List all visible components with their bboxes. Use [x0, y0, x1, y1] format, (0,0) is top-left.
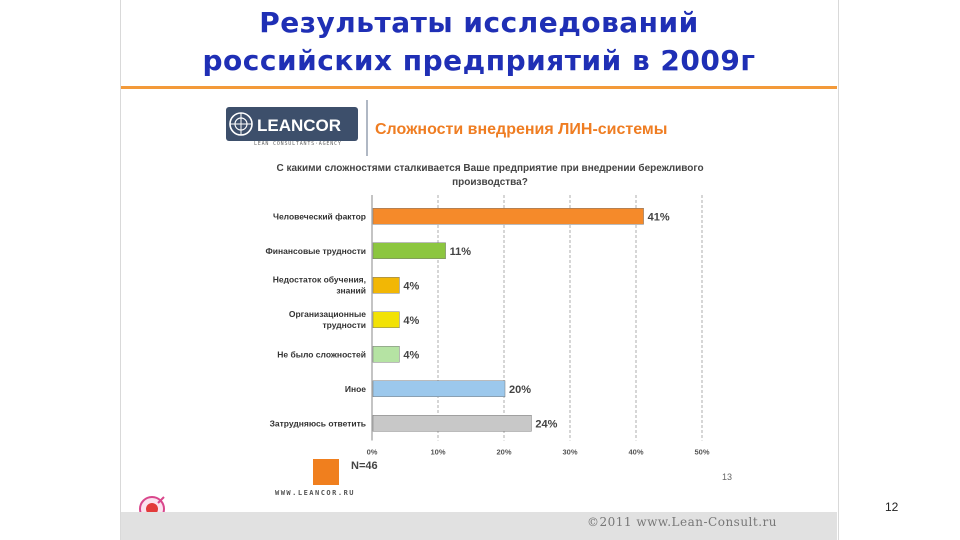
- logo-tagline: LEAN CONSULTANTS·AGENCY: [254, 141, 342, 147]
- footer-bar: ©2011 www.Lean-Consult.ru: [121, 512, 837, 540]
- survey-question: С какими сложностями сталкивается Ваше п…: [276, 163, 704, 188]
- value-label: 41%: [648, 211, 670, 223]
- bar-chart: Человеческий фактор 41% Финансовые труднос…: [266, 195, 710, 456]
- logo-name: LEANCOR: [257, 116, 341, 135]
- x-tick-label: 30%: [562, 448, 577, 456]
- x-tick-label: 20%: [496, 448, 511, 456]
- category-label: Затрудняюсь ответить: [270, 418, 366, 428]
- chart-bars: [372, 208, 644, 432]
- value-label: 24%: [535, 418, 557, 430]
- x-tick-label: 40%: [628, 448, 643, 456]
- chart-grid: [371, 195, 703, 441]
- value-label: 11%: [450, 246, 472, 258]
- page-number: 12: [885, 500, 899, 514]
- chart-title: Сложности внедрения ЛИН-системы: [375, 121, 668, 138]
- category-label: Организационные трудности: [289, 309, 366, 330]
- category-label: Финансовые трудности: [266, 246, 366, 256]
- bar: [372, 208, 644, 225]
- category-label: Человеческий фактор: [273, 211, 366, 221]
- sample-size: N=46: [351, 460, 378, 472]
- value-label: 4%: [403, 349, 419, 361]
- bar: [372, 415, 532, 432]
- value-label: 4%: [403, 280, 419, 292]
- inner-page-number: 13: [722, 472, 733, 482]
- x-tick-label: 10%: [430, 448, 445, 456]
- left-frame-line: [120, 0, 121, 540]
- category-label: Не было сложностей: [277, 349, 366, 359]
- value-label: 4%: [403, 315, 419, 327]
- bar: [372, 346, 400, 363]
- bar: [372, 242, 446, 259]
- sample-swatch: [313, 459, 339, 485]
- chart-labels: Человеческий фактор 41% Финансовые труднос…: [266, 211, 670, 430]
- bar: [372, 311, 400, 328]
- x-tick-label: 50%: [694, 448, 709, 456]
- title-line-1: Результаты исследований: [259, 6, 699, 39]
- logo-divider: [366, 100, 368, 156]
- footer-copyright: ©2011 www.Lean-Consult.ru: [586, 515, 777, 529]
- slide-title: Результаты исследований российских предп…: [120, 4, 838, 80]
- leancor-logo-mark: LEANCOR: [226, 107, 358, 141]
- leancor-logo: LEANCOR LEAN CONSULTANTS·AGENCY: [226, 103, 358, 151]
- chart-ticks: 0% 10% 20% 30% 40% 50%: [367, 448, 710, 456]
- bar: [372, 380, 506, 397]
- value-label: 20%: [509, 384, 531, 396]
- bar: [372, 277, 400, 294]
- title-line-2: российских предприятий в 2009г: [202, 44, 756, 77]
- category-label: Иное: [345, 384, 366, 394]
- title-divider: [121, 86, 837, 89]
- x-tick-label: 0%: [367, 448, 378, 456]
- right-frame-line: [838, 0, 839, 540]
- category-label: Недостаток обучения, знаний: [273, 274, 366, 295]
- logo-website: WWW.LEANCOR.RU: [275, 489, 356, 497]
